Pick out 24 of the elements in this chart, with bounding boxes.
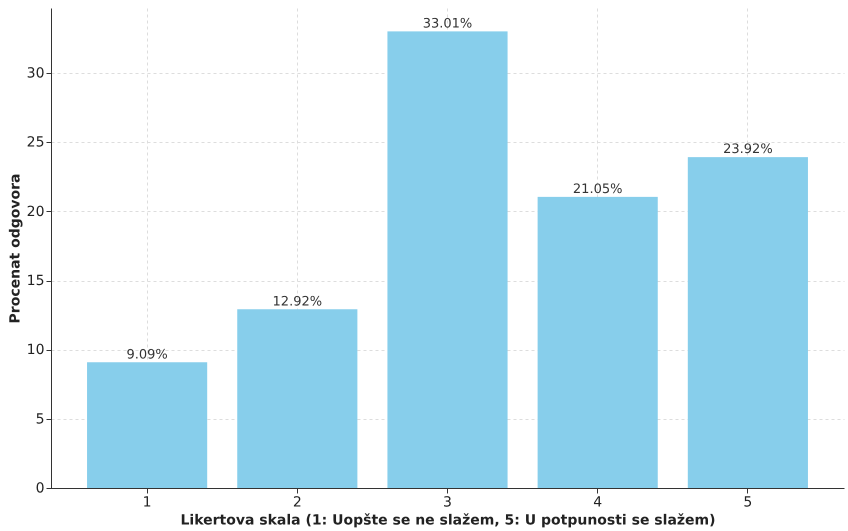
y-tick-label: 30: [26, 66, 44, 82]
y-tick-label: 0: [36, 480, 44, 496]
x-tick-label: 4: [593, 494, 602, 510]
bar: [237, 309, 358, 488]
x-tick-label: 3: [443, 494, 452, 510]
bar: [387, 31, 508, 488]
bar: [538, 196, 658, 488]
bar: [688, 157, 808, 488]
data-label: 21.05%: [572, 182, 622, 197]
x-tick-label: 5: [743, 494, 752, 510]
data-label: 9.09%: [126, 347, 168, 362]
data-label: 33.01%: [422, 16, 472, 32]
data-label: 12.92%: [272, 294, 322, 310]
y-tick-label: 5: [36, 411, 44, 428]
x-tick-label: 2: [292, 494, 302, 510]
x-tick-label: 1: [142, 494, 152, 510]
y-tick-label: 20: [26, 204, 44, 220]
data-label: 23.92%: [723, 142, 773, 158]
bar: [87, 362, 208, 488]
y-axis-title: Procenat odgovora: [8, 174, 24, 324]
y-tick-label: 10: [26, 342, 44, 358]
y-tick-label: 25: [26, 134, 44, 151]
x-axis-title: Likertova skala (1: Uopšte se ne slažem, 5: U potpunosti se slažem): [180, 512, 716, 528]
y-tick-label: 15: [26, 273, 44, 290]
